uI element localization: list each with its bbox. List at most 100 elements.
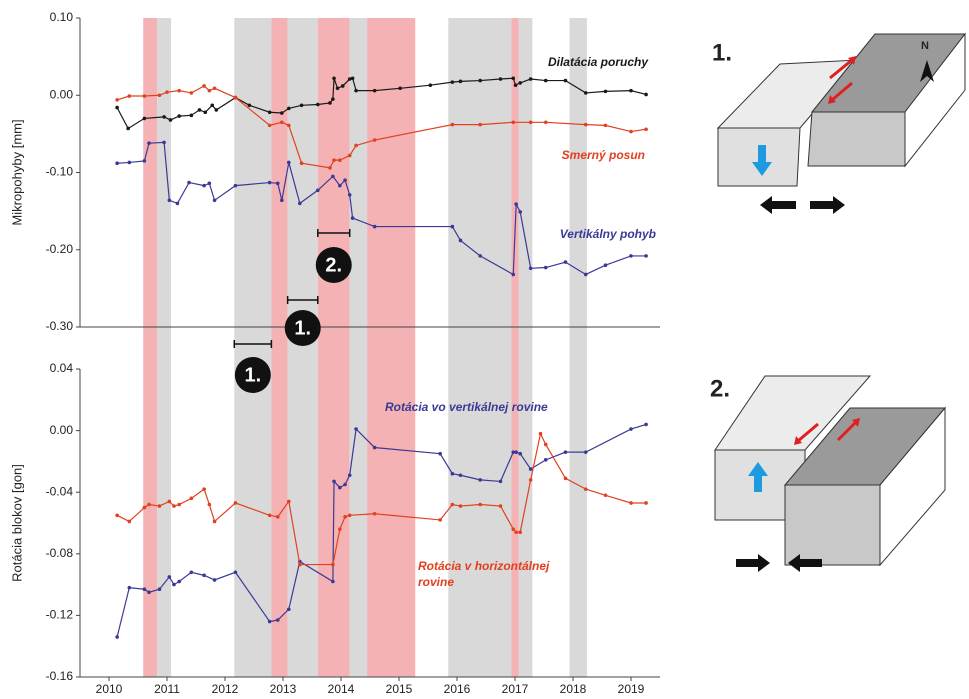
- y-tick-label: -0.04: [46, 484, 74, 498]
- arrow: [736, 554, 770, 572]
- data-point: [234, 570, 238, 574]
- data-point: [459, 504, 463, 508]
- data-point: [478, 123, 482, 127]
- data-point: [115, 106, 119, 110]
- data-point: [544, 120, 548, 124]
- data-point: [208, 503, 212, 507]
- data-point: [316, 188, 320, 192]
- data-point: [529, 77, 533, 81]
- data-point: [158, 93, 162, 97]
- data-point: [190, 114, 194, 118]
- data-point: [644, 501, 648, 505]
- y-tick-label: 0.00: [50, 423, 74, 437]
- y-tick-label: 0.10: [50, 10, 74, 24]
- y-tick-label: -0.20: [46, 242, 74, 256]
- data-point: [604, 493, 608, 497]
- data-point: [451, 225, 455, 229]
- data-point: [158, 587, 162, 591]
- data-point: [332, 76, 336, 80]
- data-point: [644, 93, 648, 97]
- period-band: [288, 18, 318, 677]
- data-point: [451, 123, 455, 127]
- data-point: [287, 124, 291, 128]
- data-point: [280, 120, 284, 124]
- period-band: [271, 18, 287, 677]
- data-point: [300, 103, 304, 107]
- data-point: [287, 500, 291, 504]
- data-point: [143, 117, 147, 121]
- data-point: [518, 452, 522, 456]
- x-tick-label: 2017: [502, 682, 529, 696]
- data-point: [373, 138, 377, 142]
- data-point: [518, 81, 522, 85]
- data-point: [168, 575, 172, 579]
- data-point: [280, 111, 284, 115]
- data-point: [629, 427, 633, 431]
- data-point: [429, 83, 433, 87]
- y-tick-label: -0.08: [46, 546, 74, 560]
- data-point: [143, 587, 147, 591]
- data-point: [644, 423, 648, 427]
- period-band: [350, 18, 367, 677]
- data-point: [143, 506, 147, 510]
- interval-label: 2.: [325, 254, 342, 276]
- interval-label: 1.: [294, 317, 311, 339]
- data-point: [187, 181, 191, 185]
- data-point: [398, 86, 402, 90]
- data-point: [348, 154, 352, 158]
- data-point: [162, 115, 166, 119]
- data-point: [604, 124, 608, 128]
- data-point: [341, 84, 345, 88]
- data-point: [529, 266, 533, 270]
- data-point: [168, 199, 172, 203]
- data-point: [128, 586, 132, 590]
- data-point: [348, 193, 352, 197]
- data-point: [177, 89, 181, 93]
- data-point: [338, 527, 342, 531]
- data-point: [354, 89, 358, 93]
- data-point: [544, 443, 548, 447]
- data-point: [268, 620, 272, 624]
- diagrams: 1. 2. N: [710, 34, 965, 572]
- data-point: [268, 124, 272, 128]
- data-point: [539, 432, 543, 436]
- data-point: [584, 123, 588, 127]
- data-point: [162, 141, 166, 145]
- data-point: [514, 450, 518, 454]
- data-point: [584, 273, 588, 277]
- data-point: [373, 446, 377, 450]
- x-tick-label: 2012: [212, 682, 239, 696]
- data-point: [280, 199, 284, 203]
- data-point: [198, 108, 202, 112]
- data-point: [143, 159, 147, 163]
- data-point: [529, 478, 533, 482]
- x-tick-label: 2015: [386, 682, 413, 696]
- data-point: [451, 80, 455, 84]
- data-point: [604, 263, 608, 267]
- x-tick-label: 2016: [444, 682, 471, 696]
- y-tick-label: 0.04: [50, 361, 74, 375]
- data-point: [190, 497, 194, 501]
- data-point: [354, 144, 358, 148]
- data-point: [316, 103, 320, 107]
- data-point: [298, 563, 302, 567]
- data-point: [128, 94, 132, 98]
- data-point: [276, 618, 280, 622]
- data-point: [276, 515, 280, 519]
- y-tick-label: -0.12: [46, 608, 74, 622]
- data-point: [215, 108, 219, 112]
- x-tick-label: 2019: [618, 682, 645, 696]
- diagram-label: 1.: [712, 39, 732, 66]
- data-point: [328, 101, 332, 105]
- series-label: Rotácia vo vertikálnej rovine: [385, 399, 550, 415]
- data-point: [268, 514, 272, 518]
- data-point: [332, 480, 336, 484]
- data-point: [511, 527, 515, 531]
- data-point: [629, 89, 633, 93]
- data-point: [478, 79, 482, 83]
- data-point: [147, 591, 151, 595]
- data-point: [373, 89, 377, 93]
- data-point: [126, 127, 130, 131]
- data-point: [172, 583, 176, 587]
- data-point: [234, 96, 238, 100]
